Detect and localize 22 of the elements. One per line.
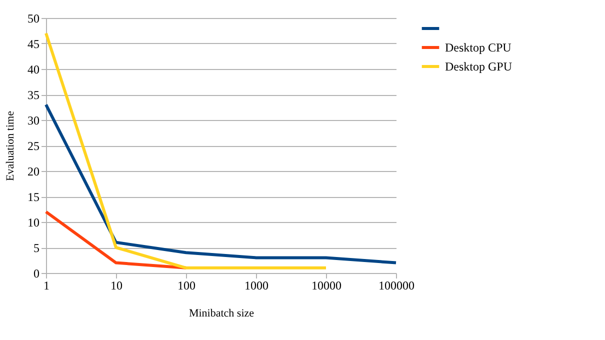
x-tick-label: 10 (110, 278, 122, 292)
y-tick-label: 40 (28, 62, 40, 76)
y-tick-label: 35 (28, 88, 40, 102)
y-tick-label: 0 (34, 266, 40, 280)
x-tick-label: 1 (44, 278, 50, 292)
y-tick-label: 50 (28, 12, 40, 26)
x-tick-label: 1000 (244, 278, 268, 292)
x-tick-label: 100 (178, 278, 196, 292)
y-tick-label: 15 (28, 190, 40, 204)
x-axis-title: Minibatch size (188, 308, 254, 320)
y-tick-label: 10 (28, 216, 40, 230)
y-tick-label: 45 (28, 37, 40, 51)
y-tick-label: 25 (28, 139, 40, 153)
y-axis-title: Evaluation time (4, 110, 16, 181)
y-tick-label: 30 (28, 114, 40, 128)
line-series (44, 103, 398, 264)
x-tick-label: 100000 (378, 278, 414, 292)
legend-label: Desktop GPU (445, 60, 512, 74)
y-tick-label: 5 (34, 241, 40, 255)
legend-label: Desktop CPU (445, 40, 512, 54)
y-tick-label: 20 (28, 164, 40, 178)
x-tick-label: 10000 (312, 278, 342, 292)
